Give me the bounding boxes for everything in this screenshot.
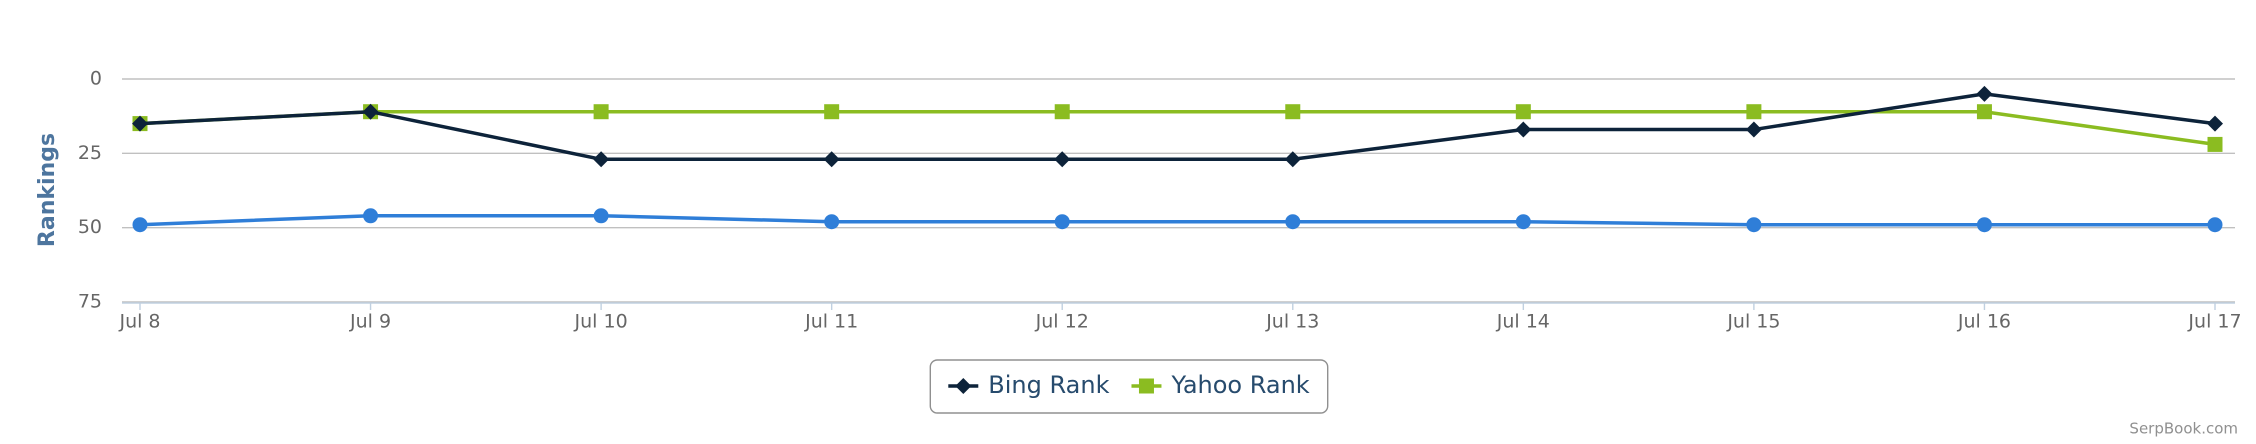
y-tick-label: 0 (90, 68, 102, 90)
point (593, 104, 609, 120)
point (1976, 217, 1992, 233)
point (362, 103, 379, 120)
point (1976, 104, 1992, 120)
point (1746, 217, 1762, 233)
point (1745, 121, 1762, 138)
x-tick-label: Jul 13 (1265, 311, 1319, 333)
point (1746, 104, 1762, 120)
legend-item: Yahoo Rank (1131, 371, 1310, 399)
series-line (139, 92, 2216, 162)
y-tick-label: 75 (78, 291, 102, 313)
point (2207, 217, 2223, 233)
point (2207, 115, 2223, 132)
point (363, 208, 379, 224)
x-tick-label: Jul 14 (1496, 311, 1550, 333)
legend-label: Bing Rank (988, 371, 1109, 399)
point (1515, 104, 1531, 120)
legend-label: Yahoo Rank (1170, 371, 1309, 399)
point (1515, 121, 1532, 138)
x-tick-label: Jul 16 (1957, 311, 2011, 333)
point (1285, 104, 1301, 120)
point (132, 217, 148, 233)
x-tick-label: Jul 17 (2187, 311, 2241, 333)
legend: Bing Rank Yahoo Rank (929, 359, 1329, 414)
point (1054, 214, 1070, 230)
point (824, 214, 840, 230)
point (2207, 136, 2223, 152)
y-axis-title: Rankings (35, 133, 60, 247)
point (593, 151, 610, 168)
x-tick-label: Jul 8 (118, 311, 160, 333)
x-tick-label: Jul 10 (574, 311, 628, 333)
point (1976, 85, 1993, 102)
point (1054, 104, 1070, 120)
point (1285, 214, 1301, 230)
x-tick-label: Jul 15 (1726, 311, 1780, 333)
legend-item: Bing Rank (948, 371, 1110, 399)
point (1138, 378, 1154, 394)
point (132, 115, 148, 132)
x-tick-label: Jul 12 (1035, 311, 1089, 333)
x-tick-label: Jul 9 (349, 311, 391, 333)
point (823, 151, 840, 168)
point (824, 104, 840, 120)
point (1284, 151, 1301, 168)
point (955, 378, 972, 394)
x-tick-label: Jul 11 (804, 311, 858, 333)
point (593, 208, 609, 224)
point (1054, 151, 1071, 168)
point (1515, 214, 1531, 230)
y-tick-label: 50 (78, 216, 102, 238)
legend-box (929, 359, 1329, 414)
credit: SerpBook.com (2129, 420, 2238, 438)
series-line (139, 214, 2215, 227)
y-tick-label: 25 (78, 142, 102, 164)
